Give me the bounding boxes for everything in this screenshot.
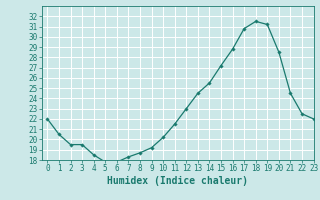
X-axis label: Humidex (Indice chaleur): Humidex (Indice chaleur) (107, 176, 248, 186)
